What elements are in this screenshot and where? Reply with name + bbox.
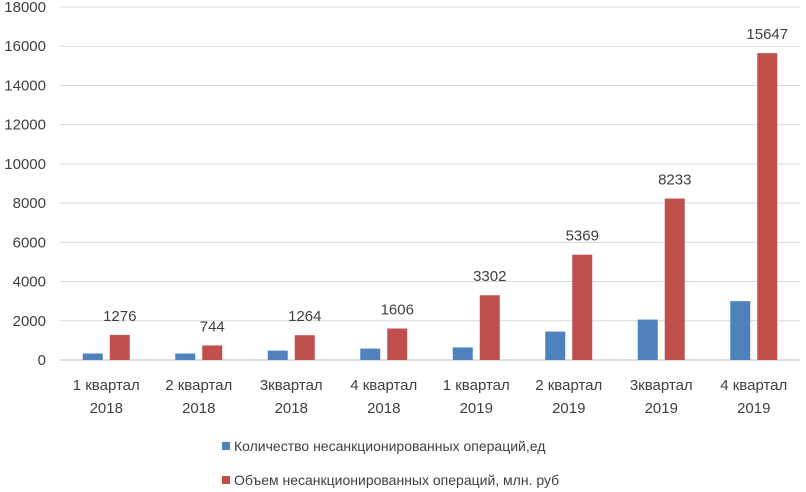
x-tick-label-year: 2018	[275, 400, 308, 417]
data-label: 1264	[288, 308, 321, 325]
y-tick-label: 12000	[4, 117, 46, 134]
y-tick-label: 6000	[13, 234, 46, 251]
bar-count	[360, 348, 381, 360]
x-tick-label-quarter: 2 квартал	[535, 377, 602, 394]
bar-volume	[664, 198, 685, 360]
gridlines	[60, 6, 800, 361]
bar-volume	[757, 53, 778, 360]
x-tick-label-year: 2019	[460, 400, 493, 417]
bar-count	[175, 353, 196, 360]
legend-label-count: Количество несанкционированных операций,…	[234, 438, 546, 454]
bar-count	[452, 347, 473, 360]
x-tick-label-quarter: 3квартал	[260, 377, 323, 394]
y-axis: 0 2000 4000 6000 8000 10000 12000 14000 16000 180…	[4, 0, 46, 369]
data-labels: 1276 744 1264 1606 3302 5369 8233 15647	[103, 26, 788, 335]
y-tick-label: 8000	[13, 195, 46, 212]
bar-volume	[479, 295, 500, 360]
data-label: 1276	[103, 308, 136, 325]
x-tick-label-year: 2018	[182, 400, 215, 417]
data-label: 5369	[566, 228, 599, 245]
x-tick-label-quarter: 3квартал	[630, 377, 693, 394]
bar-volume	[202, 345, 223, 360]
bar-count	[82, 353, 103, 360]
data-label: 1606	[381, 302, 414, 319]
bar-count	[637, 319, 658, 360]
x-tick-label-quarter: 4 квартал	[350, 377, 417, 394]
y-tick-label: 2000	[13, 313, 46, 330]
legend-item-volume: Объем несанкционированных операций, млн.…	[222, 472, 559, 488]
bar-volume	[294, 335, 315, 360]
bar-volume	[387, 328, 408, 360]
x-tick-label-quarter: 1 квартал	[73, 377, 140, 394]
y-tick-label: 4000	[13, 274, 46, 291]
y-tick-label: 0	[38, 352, 46, 369]
bar-count	[545, 331, 566, 360]
y-tick-label: 14000	[4, 77, 46, 94]
legend-label-volume: Объем несанкционированных операций, млн.…	[234, 472, 560, 488]
bar-volume	[109, 334, 130, 360]
legend-swatch-red	[222, 476, 230, 484]
x-tick-label-year: 2019	[645, 400, 678, 417]
bar-count	[267, 350, 288, 360]
legend-item-count: Количество несанкционированных операций,…	[222, 438, 545, 454]
x-tick-label-year: 2018	[367, 400, 400, 417]
x-axis: 1 квартал 2018 2 квартал 2018 3квартал 2018 4 …	[73, 377, 788, 417]
data-label: 744	[200, 318, 225, 335]
y-tick-label: 10000	[4, 156, 46, 173]
x-tick-label-year: 2018	[90, 400, 123, 417]
bars	[82, 53, 778, 360]
bar-count	[730, 301, 751, 360]
data-label: 3302	[473, 268, 506, 285]
x-tick-label-year: 2019	[552, 400, 585, 417]
x-tick-label-year: 2019	[737, 400, 770, 417]
y-tick-label: 18000	[4, 0, 46, 16]
data-label: 15647	[746, 26, 788, 43]
x-tick-label-quarter: 2 квартал	[165, 377, 232, 394]
x-tick-label-quarter: 4 квартал	[720, 377, 787, 394]
data-label: 8233	[658, 172, 691, 189]
y-tick-label: 16000	[4, 38, 46, 55]
x-tick-label-quarter: 1 квартал	[443, 377, 510, 394]
bar-volume	[572, 254, 593, 360]
legend-swatch-blue	[222, 442, 230, 450]
